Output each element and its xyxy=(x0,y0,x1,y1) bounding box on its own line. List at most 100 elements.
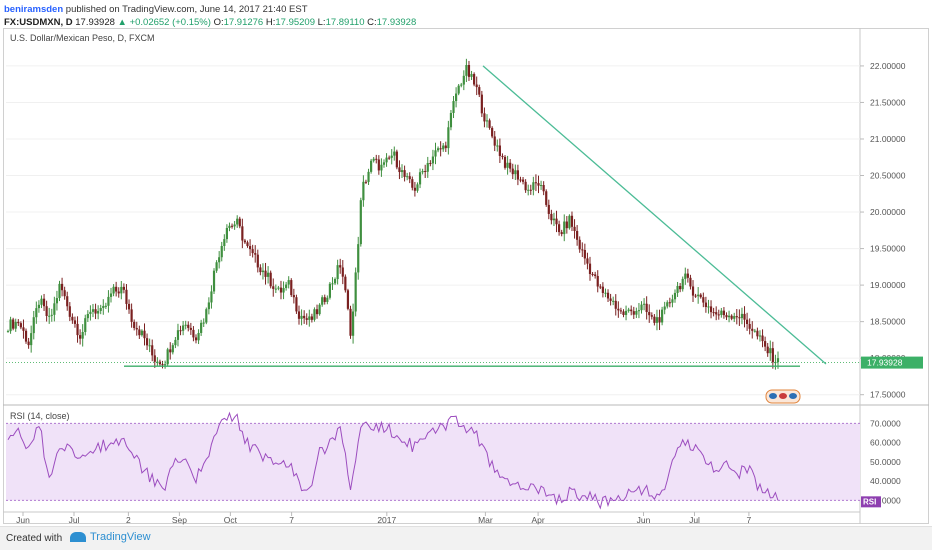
candle-body xyxy=(619,310,623,312)
candle-body xyxy=(648,312,651,316)
candle xyxy=(251,244,254,258)
candle-body xyxy=(745,319,749,324)
candle xyxy=(14,318,17,332)
candle xyxy=(764,336,767,352)
candle xyxy=(125,284,128,310)
candle-body xyxy=(112,286,115,294)
candle xyxy=(308,309,311,327)
candle-body xyxy=(187,324,190,328)
candle-body xyxy=(545,191,548,205)
candle xyxy=(192,326,195,342)
candle xyxy=(305,313,308,325)
candle xyxy=(612,296,615,306)
candle-body xyxy=(362,181,365,201)
candle-body xyxy=(699,294,702,298)
candle xyxy=(712,307,715,317)
candle xyxy=(756,327,759,340)
candle-body xyxy=(519,179,522,181)
candle-body xyxy=(738,317,741,319)
tradingview-logo[interactable]: TradingView xyxy=(70,531,151,543)
candle-body xyxy=(418,172,422,185)
price-axis-label: 18.50000 xyxy=(870,317,906,327)
candle xyxy=(176,323,180,347)
candle xyxy=(388,155,391,160)
candle xyxy=(346,288,350,311)
candle-body xyxy=(138,329,141,336)
candle xyxy=(60,277,64,297)
candle-body xyxy=(537,183,540,186)
candle xyxy=(367,168,370,186)
time-axis-label: Jun xyxy=(16,515,30,525)
candle xyxy=(220,241,223,262)
candle xyxy=(53,296,56,322)
candle-body xyxy=(709,306,713,313)
candle-body xyxy=(727,315,731,318)
rsi-band xyxy=(6,423,860,501)
high-label: H: xyxy=(265,17,276,28)
descending-trendline[interactable] xyxy=(482,65,827,365)
candle xyxy=(370,158,373,174)
candle-body xyxy=(45,306,48,317)
candle xyxy=(516,164,519,186)
candle xyxy=(699,293,702,299)
candle xyxy=(465,58,468,83)
candle-body xyxy=(241,226,244,241)
candle xyxy=(413,181,416,197)
candle-body xyxy=(71,316,74,321)
candle xyxy=(187,321,190,332)
candle-body xyxy=(400,170,404,173)
footer-bar: Created with TradingView xyxy=(0,526,932,550)
candle-body xyxy=(35,308,38,318)
candle-body xyxy=(27,341,30,346)
candle-body xyxy=(256,254,259,268)
candle-body xyxy=(176,330,180,340)
candle-body xyxy=(354,272,357,312)
candle xyxy=(372,157,375,163)
candle xyxy=(398,160,401,180)
candle xyxy=(321,295,324,307)
candle-body xyxy=(558,224,561,233)
candle-body xyxy=(264,270,267,277)
candle xyxy=(707,299,710,314)
candle xyxy=(470,70,473,80)
candle-body xyxy=(462,75,465,85)
candle xyxy=(315,304,319,319)
candle-body xyxy=(601,286,604,293)
candle-body xyxy=(300,315,303,319)
candle-body xyxy=(143,330,146,339)
events-badge[interactable] xyxy=(765,389,801,404)
price-axis-label: 17.50000 xyxy=(870,390,906,400)
candle-body xyxy=(30,333,33,346)
candle-body xyxy=(473,74,476,85)
candle xyxy=(532,176,535,196)
candle xyxy=(658,309,661,330)
candle-body xyxy=(228,225,231,228)
symbol-name: FX:USDMXN, D xyxy=(4,17,73,28)
candle xyxy=(200,319,203,336)
candle-body xyxy=(351,311,355,336)
candle xyxy=(596,270,599,293)
candle xyxy=(9,316,12,334)
candle-body xyxy=(197,332,200,341)
candle-body xyxy=(73,320,77,324)
candle-body xyxy=(107,296,110,306)
candle xyxy=(758,330,762,342)
candle-body xyxy=(336,265,339,280)
candle-body xyxy=(560,232,563,235)
author-name[interactable]: beniramsden xyxy=(4,4,64,15)
candle xyxy=(287,276,290,289)
price-chart-title: U.S. Dollar/Mexican Peso, D, FXCM xyxy=(10,33,155,43)
candle-body xyxy=(318,304,321,315)
candle xyxy=(619,307,623,315)
candle-body xyxy=(79,335,82,339)
last-price-label: 17.93928 xyxy=(867,358,903,368)
candle xyxy=(496,139,499,152)
candle-body xyxy=(210,291,213,303)
candle-body xyxy=(771,348,774,363)
candle xyxy=(769,340,772,361)
candle xyxy=(539,180,543,190)
low-value: 17.89110 xyxy=(325,17,365,28)
candle xyxy=(300,309,303,326)
time-axis-label: 2 xyxy=(126,515,131,525)
